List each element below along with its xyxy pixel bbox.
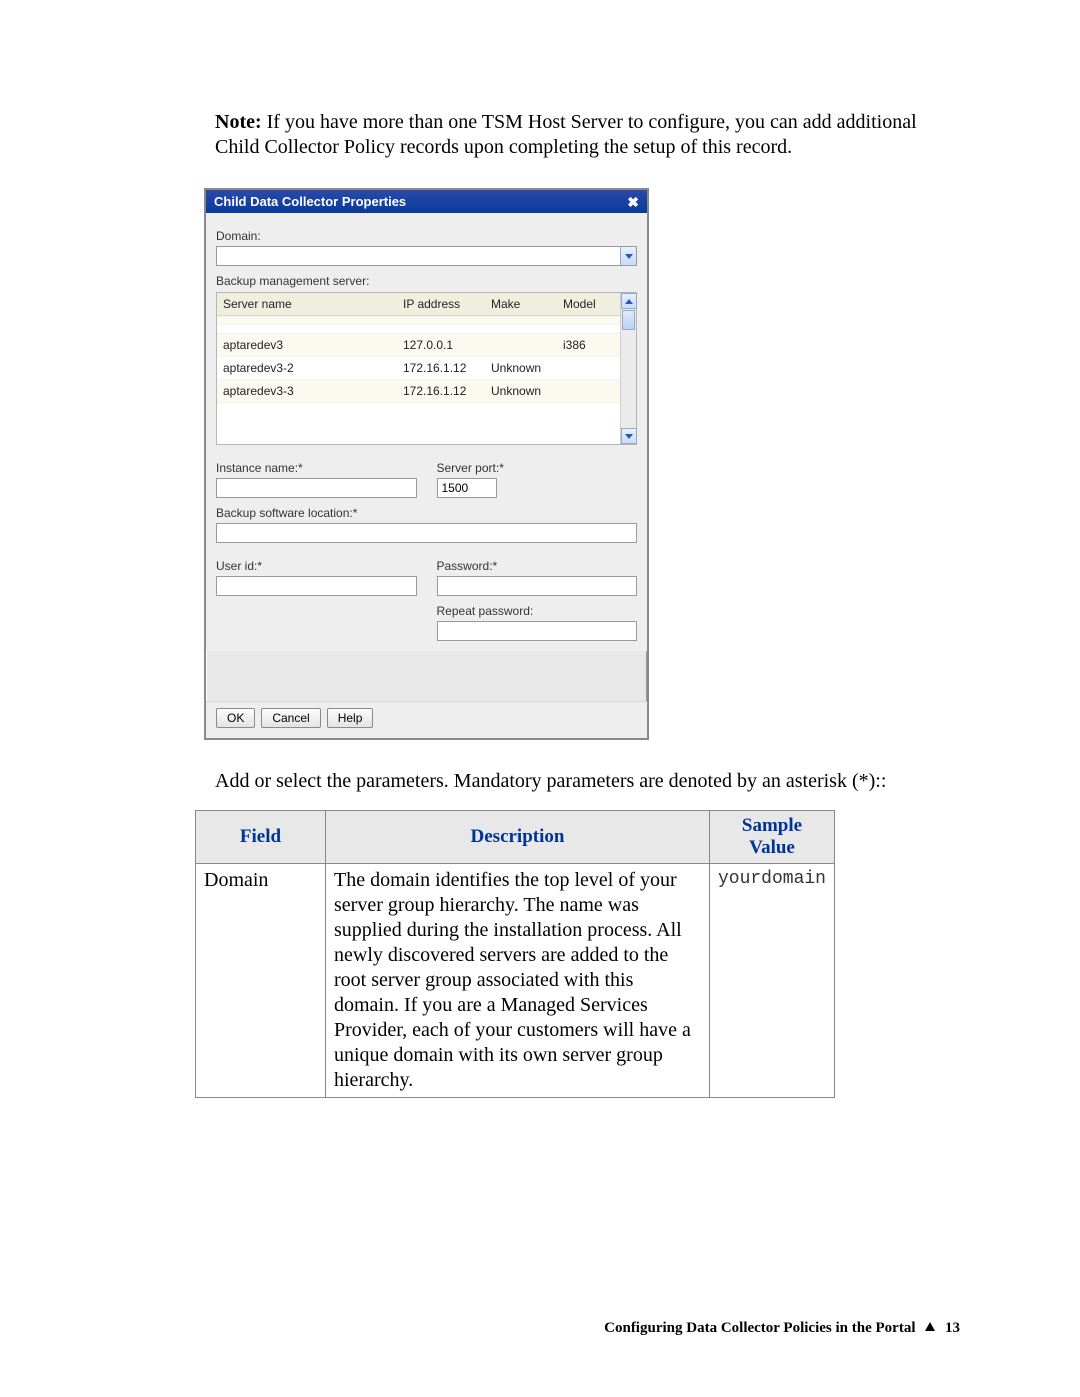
table-row[interactable]: aptaredev3-2172.16.1.12Unknown bbox=[217, 357, 620, 380]
ok-button[interactable]: OK bbox=[216, 708, 255, 728]
cell-sample: yourdomain bbox=[709, 864, 834, 1098]
repeat-password-label: Repeat password: bbox=[437, 604, 638, 618]
cell-ip bbox=[397, 316, 485, 324]
sw-loc-label: Backup software location:* bbox=[216, 506, 637, 520]
chevron-down-icon bbox=[625, 434, 633, 439]
cell-ip: 127.0.0.1 bbox=[397, 334, 485, 356]
domain-input[interactable] bbox=[216, 246, 637, 266]
backup-server-label: Backup management server: bbox=[216, 274, 637, 288]
help-button[interactable]: Help bbox=[327, 708, 374, 728]
cell-ip: 172.16.1.12 bbox=[397, 357, 485, 379]
triangle-icon bbox=[925, 1322, 935, 1331]
note-text: If you have more than one TSM Host Serve… bbox=[215, 111, 917, 158]
params-instruction: Add or select the parameters. Mandatory … bbox=[215, 768, 960, 794]
table-row[interactable] bbox=[217, 325, 620, 334]
instance-input[interactable] bbox=[216, 478, 417, 498]
server-port-label: Server port:* bbox=[437, 461, 638, 475]
cell-server-name bbox=[217, 316, 397, 324]
cell-field: Domain bbox=[196, 864, 326, 1098]
password-label: Password:* bbox=[437, 559, 638, 573]
domain-dropdown-button[interactable] bbox=[620, 247, 636, 265]
table-row: DomainThe domain identifies the top leve… bbox=[196, 864, 835, 1098]
note-paragraph: Note: If you have more than one TSM Host… bbox=[215, 110, 960, 160]
domain-label: Domain: bbox=[216, 229, 637, 243]
cell-server-name: aptaredev3-3 bbox=[217, 380, 397, 402]
cell-model bbox=[557, 316, 620, 324]
footer-text: Configuring Data Collector Policies in t… bbox=[604, 1320, 915, 1336]
repeat-password-input[interactable] bbox=[437, 621, 638, 641]
chevron-up-icon bbox=[625, 299, 633, 304]
user-label: User id:* bbox=[216, 559, 417, 573]
child-collector-dialog: Child Data Collector Properties ✖ Domain… bbox=[204, 188, 649, 740]
scroll-thumb[interactable] bbox=[622, 310, 635, 330]
sw-loc-input[interactable] bbox=[216, 523, 637, 543]
dialog-title: Child Data Collector Properties bbox=[214, 194, 406, 209]
cell-model: i386 bbox=[557, 334, 620, 356]
instance-label: Instance name:* bbox=[216, 461, 417, 475]
note-label: Note: bbox=[215, 111, 262, 133]
server-port-input[interactable] bbox=[437, 478, 497, 498]
password-input[interactable] bbox=[437, 576, 638, 596]
col-ip[interactable]: IP address bbox=[397, 293, 485, 315]
dialog-titlebar: Child Data Collector Properties ✖ bbox=[206, 190, 647, 213]
cell-make bbox=[485, 325, 557, 333]
server-list-scrollbar[interactable] bbox=[620, 293, 636, 444]
page-footer: Configuring Data Collector Policies in t… bbox=[604, 1320, 960, 1337]
cell-make bbox=[485, 316, 557, 324]
scroll-down-button[interactable] bbox=[621, 428, 637, 444]
table-row[interactable]: aptaredev3127.0.0.1 i386 bbox=[217, 334, 620, 357]
cell-server-name bbox=[217, 325, 397, 333]
cancel-button[interactable]: Cancel bbox=[261, 708, 320, 728]
th-sample: Sample Value bbox=[709, 811, 834, 864]
cell-make bbox=[485, 334, 557, 356]
chevron-down-icon bbox=[625, 254, 633, 259]
cell-ip: 172.16.1.12 bbox=[397, 380, 485, 402]
field-description-table: Field Description Sample Value DomainThe… bbox=[195, 810, 835, 1098]
th-description: Description bbox=[326, 811, 710, 864]
cell-ip bbox=[397, 325, 485, 333]
cell-description: The domain identifies the top level of y… bbox=[326, 864, 710, 1098]
server-list-header: Server name IP address Make Model bbox=[217, 293, 620, 316]
col-server-name[interactable]: Server name bbox=[217, 293, 397, 315]
cell-model bbox=[557, 357, 620, 379]
close-icon[interactable]: ✖ bbox=[627, 195, 639, 209]
cell-server-name: aptaredev3 bbox=[217, 334, 397, 356]
cell-model bbox=[557, 380, 620, 402]
th-field: Field bbox=[196, 811, 326, 864]
cell-server-name: aptaredev3-2 bbox=[217, 357, 397, 379]
cell-make: Unknown bbox=[485, 380, 557, 402]
footer-page: 13 bbox=[945, 1320, 960, 1336]
user-input[interactable] bbox=[216, 576, 417, 596]
table-row[interactable]: aptaredev3-3172.16.1.12Unknown bbox=[217, 380, 620, 403]
cell-make: Unknown bbox=[485, 357, 557, 379]
col-model[interactable]: Model bbox=[557, 293, 620, 315]
scroll-up-button[interactable] bbox=[621, 293, 637, 309]
col-make[interactable]: Make bbox=[485, 293, 557, 315]
table-row[interactable] bbox=[217, 316, 620, 325]
cell-model bbox=[557, 325, 620, 333]
server-list: Server name IP address Make Model aptare… bbox=[216, 292, 637, 445]
